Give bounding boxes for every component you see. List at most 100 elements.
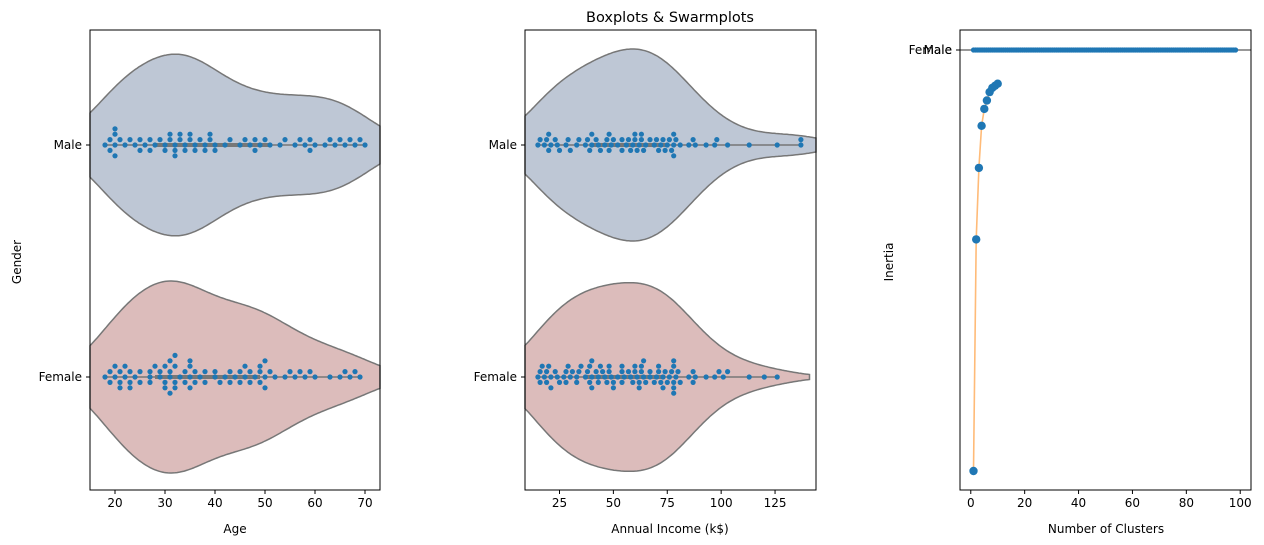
age-swarm-point <box>112 374 118 380</box>
age-swarm-point <box>117 137 123 143</box>
age-swarm-point <box>312 374 318 380</box>
age-swarm-point <box>127 385 133 391</box>
income-swarm-point <box>563 369 569 375</box>
age-swarm-point <box>127 137 133 143</box>
income-swarm-point <box>606 147 612 153</box>
age-swarm-point <box>127 369 133 375</box>
age-swarm-point <box>172 363 178 369</box>
income-swarm-point <box>606 369 612 375</box>
age-swarm-point <box>217 379 223 385</box>
age-swarm-point <box>262 358 268 364</box>
income-swarm-point <box>535 142 541 148</box>
elbow-point <box>974 163 984 173</box>
income-x-tick-label: 125 <box>764 496 787 510</box>
age-swarm-point <box>167 369 173 375</box>
income-swarm-point <box>544 369 550 375</box>
age-swarm-point <box>297 369 303 375</box>
income-swarm-point <box>666 374 673 380</box>
age-swarm-point <box>202 379 208 385</box>
income-x-tick-label: 25 <box>552 496 567 510</box>
income-swarm-point <box>673 374 679 380</box>
income-swarm-point <box>595 142 601 148</box>
income-swarm-point <box>546 131 552 137</box>
income-swarm-point <box>610 379 617 385</box>
income-swarm-point <box>539 363 545 369</box>
income-swarm-point <box>546 363 552 369</box>
age-swarm-point <box>162 147 168 153</box>
age-swarm-point <box>177 131 183 137</box>
age-swarm-point <box>302 374 308 380</box>
income-swarm-point <box>653 374 660 380</box>
age-swarm-point <box>192 369 198 375</box>
age-swarm-point <box>347 374 353 380</box>
age-swarm-point <box>182 142 188 148</box>
income-swarm-point <box>716 369 722 375</box>
income-swarm-point <box>546 147 552 153</box>
income-swarm-point <box>671 358 677 364</box>
income-swarm-point <box>641 358 647 364</box>
income-swarm-point <box>671 363 677 369</box>
income-swarm-point <box>636 379 642 385</box>
age-swarm-point <box>202 369 208 375</box>
income-swarm-point <box>641 374 647 380</box>
age-swarm-point <box>247 379 253 385</box>
income-swarm-point <box>619 363 625 369</box>
income-swarm-point <box>686 142 692 148</box>
income-swarm-point <box>647 369 653 375</box>
income-swarm-point <box>651 142 657 148</box>
income-swarm-point <box>653 137 660 143</box>
income-swarm-point <box>589 358 595 364</box>
age-swarm-point <box>257 379 263 385</box>
age-swarm-point <box>167 358 173 364</box>
age-swarm-point <box>152 142 158 148</box>
income-swarm-point <box>628 147 634 153</box>
elbow-y-axis-label: Inertia <box>882 243 896 282</box>
income-swarm-point <box>656 363 662 369</box>
age-swarm-point <box>187 363 193 369</box>
age-swarm-point <box>167 137 173 143</box>
age-swarm-point <box>247 142 253 148</box>
age-swarm-point <box>307 137 313 143</box>
age-swarm-point <box>257 369 263 375</box>
income-swarm-point <box>703 142 709 148</box>
age-swarm-point <box>182 369 188 375</box>
age-swarm-point <box>212 147 218 153</box>
age-swarm-point <box>297 137 303 143</box>
age-panel: 20 30 40 50 60 70 Male Female Age Gender <box>10 29 381 536</box>
income-swarm-point <box>671 390 677 396</box>
age-y-ticks: Male Female <box>39 138 90 384</box>
age-swarm-point <box>167 131 173 137</box>
age-swarm-point <box>162 379 168 385</box>
income-swarm-point <box>671 142 677 148</box>
income-swarm-point <box>714 137 720 143</box>
age-swarm-point <box>357 374 363 380</box>
age-swarm-point <box>307 369 313 375</box>
income-swarm-point <box>593 137 599 143</box>
elbow-line <box>972 83 999 472</box>
income-swarm-point <box>628 374 634 380</box>
elbow-point <box>980 104 989 114</box>
age-swarm-point <box>252 137 258 143</box>
income-x-axis-label: Annual Income (k$) <box>611 522 728 536</box>
age-swarm-point <box>282 137 288 143</box>
income-swarm-point <box>746 142 752 148</box>
income-swarm-point <box>746 374 752 380</box>
income-swarm-point <box>597 363 604 369</box>
age-swarm-point <box>202 147 208 153</box>
age-swarm-point <box>257 363 263 369</box>
income-swarm-point <box>690 379 696 385</box>
age-swarm-point <box>252 374 258 380</box>
income-swarm-point <box>619 369 625 375</box>
age-swarm-point <box>162 385 168 391</box>
age-swarm-point <box>357 137 363 143</box>
age-swarm-point <box>237 142 243 148</box>
income-swarm-point <box>556 379 563 385</box>
income-swarm-point <box>625 137 632 143</box>
age-swarm-point <box>212 374 218 380</box>
income-swarm-point <box>669 369 675 375</box>
income-swarm-point <box>584 137 591 143</box>
income-swarm-point <box>798 137 804 143</box>
age-swarm-point <box>157 137 163 143</box>
